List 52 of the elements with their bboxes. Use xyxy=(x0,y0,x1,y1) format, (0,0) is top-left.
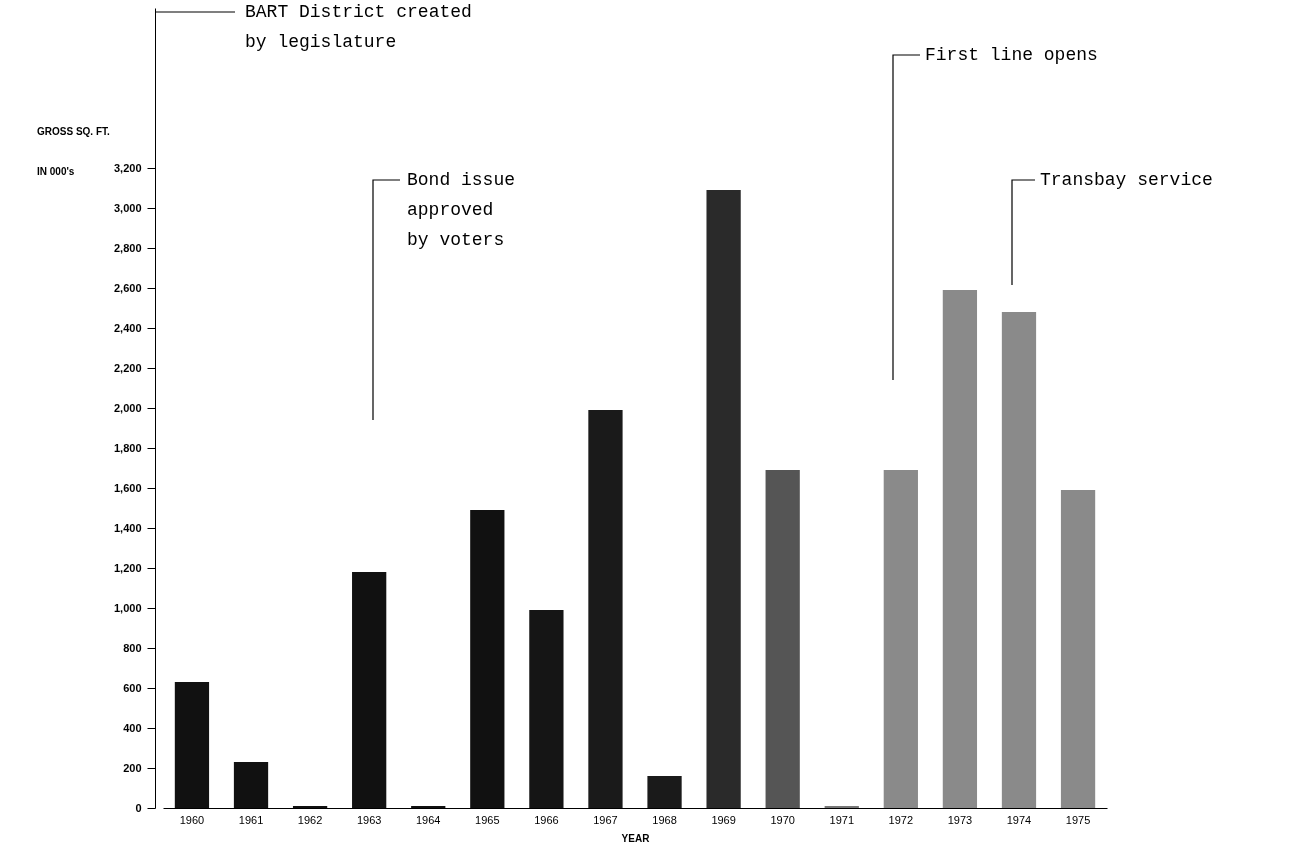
bar xyxy=(529,610,564,808)
bar xyxy=(765,470,800,808)
bar xyxy=(352,572,387,808)
bar xyxy=(233,762,269,808)
annotation: First line opens xyxy=(925,45,1098,65)
y-tick-label: 2,200 xyxy=(113,361,142,374)
x-tick-label: 1975 xyxy=(1065,813,1091,826)
x-tick-label: 1971 xyxy=(829,813,854,826)
y-tick-label: 1,600 xyxy=(113,481,142,494)
y-tick-label: 800 xyxy=(123,641,142,654)
bar xyxy=(1001,312,1037,808)
y-tick-label: 2,600 xyxy=(113,281,142,294)
x-tick-label: 1969 xyxy=(711,813,736,826)
bar xyxy=(942,290,978,808)
y-tick-label: 2,400 xyxy=(113,321,142,334)
text: GROSS SQ. FT. IN 000's xyxy=(37,126,110,177)
x-tick-label: 1967 xyxy=(593,813,618,826)
bar xyxy=(470,510,505,808)
x-axis-title: YEAR xyxy=(621,832,651,844)
y-tick-label: 2,800 xyxy=(113,241,142,254)
y-tick-label: 0 xyxy=(135,801,142,814)
y-tick-label: 1,800 xyxy=(113,441,142,454)
annotation: Bond issue approved by voters xyxy=(407,170,516,250)
y-tick-label: 400 xyxy=(123,721,142,734)
x-tick-label: 1965 xyxy=(475,813,500,826)
annotation: BART District created by legislature xyxy=(245,2,472,52)
x-tick-label: 1961 xyxy=(238,813,264,826)
x-tick-label: 1963 xyxy=(356,813,382,826)
y-tick-label: 2,000 xyxy=(113,401,142,414)
x-tick-label: 1960 xyxy=(179,813,205,826)
y-tick-label: 3,200 xyxy=(113,161,142,174)
bar xyxy=(588,410,623,808)
y-tick-label: 3,000 xyxy=(113,201,142,214)
x-tick-label: 1968 xyxy=(652,813,677,826)
bar xyxy=(647,776,682,808)
x-tick-label: 1970 xyxy=(770,813,795,826)
bar xyxy=(1060,490,1096,808)
y-tick-label: 200 xyxy=(123,761,142,774)
x-tick-label: 1973 xyxy=(947,813,973,826)
bar xyxy=(174,682,210,808)
x-tick-label: 1974 xyxy=(1006,813,1032,826)
y-tick-label: 1,400 xyxy=(113,521,142,534)
x-tick-label: 1972 xyxy=(888,813,914,826)
x-tick-label: 1962 xyxy=(297,813,323,826)
bar xyxy=(706,190,741,808)
y-tick-label: 600 xyxy=(123,681,142,694)
bar xyxy=(883,470,918,808)
y-tick-label: 1,200 xyxy=(113,561,142,574)
annotation: Transbay service xyxy=(1040,170,1213,190)
y-tick-label: 1,000 xyxy=(113,601,142,614)
x-tick-label: 1966 xyxy=(534,813,559,826)
x-tick-label: 1964 xyxy=(416,813,441,826)
